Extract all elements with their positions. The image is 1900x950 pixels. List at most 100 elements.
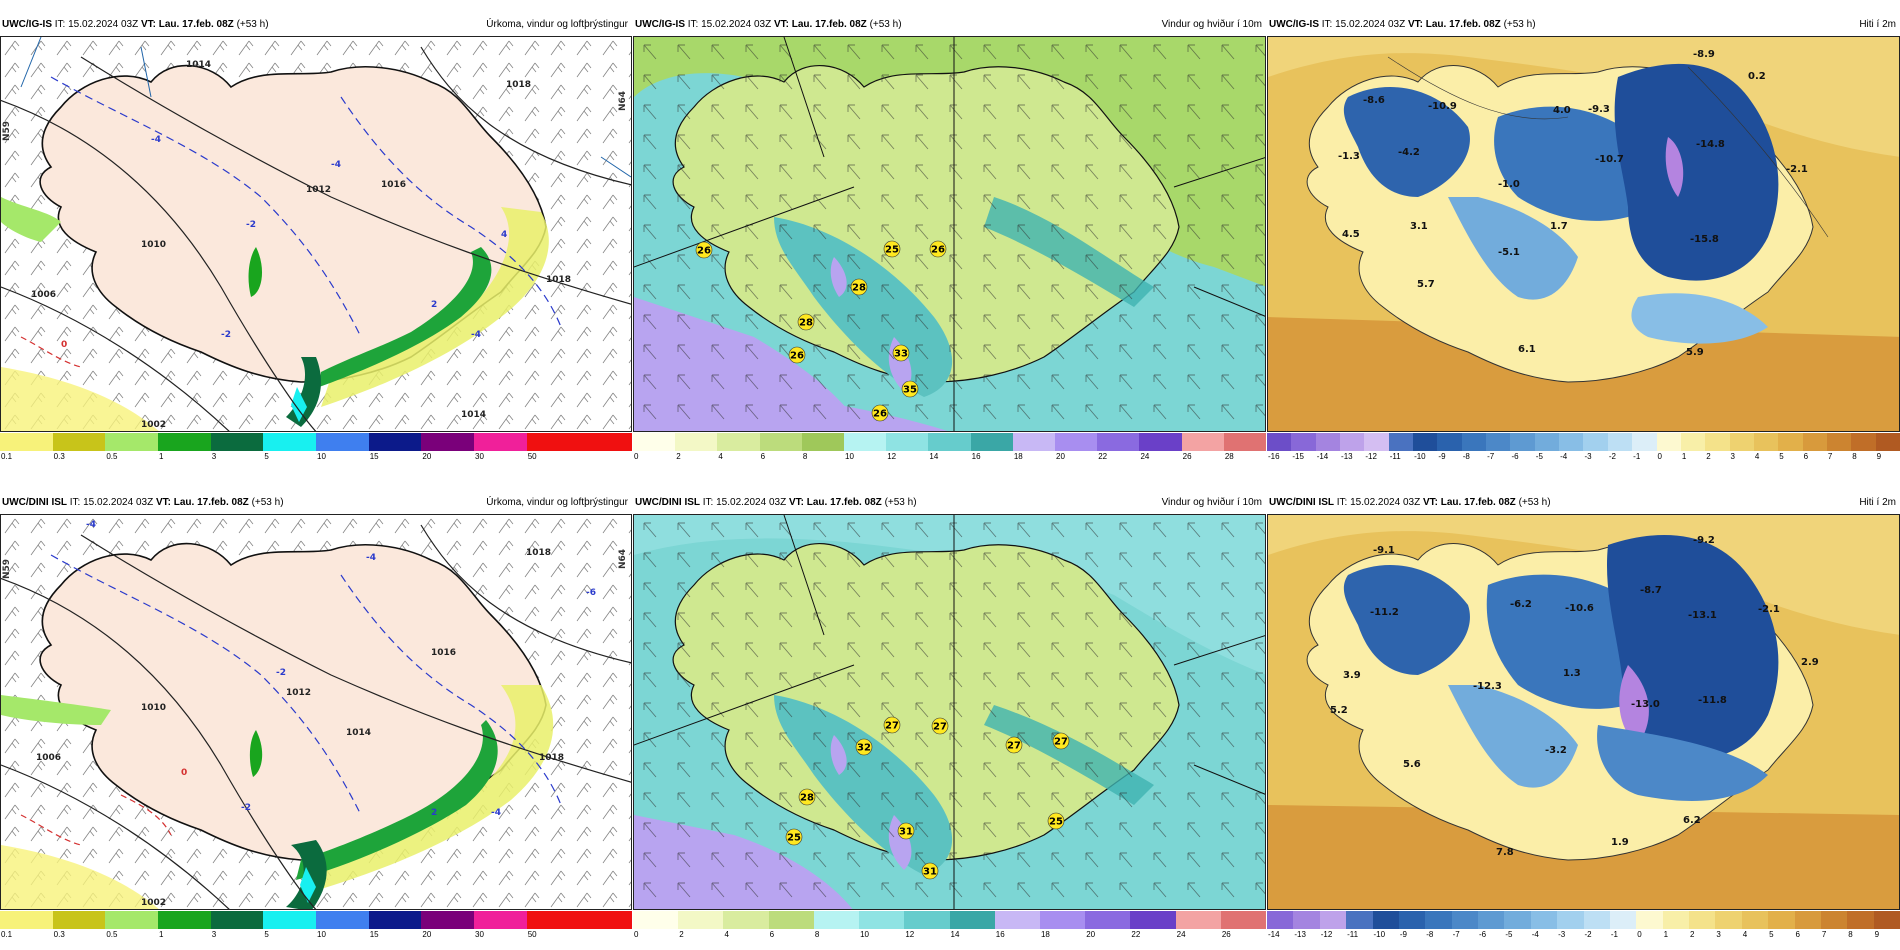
colorbar-swatch bbox=[158, 433, 211, 451]
colorbar-tick-label bbox=[579, 451, 632, 463]
temp-value: -3.2 bbox=[1545, 745, 1567, 756]
colorbar-tick-label: -8 bbox=[1462, 452, 1470, 461]
lead-time: (+53 h) bbox=[869, 19, 902, 30]
colorbar-swatch bbox=[1729, 433, 1754, 451]
colorbar-swatch bbox=[1413, 433, 1438, 451]
isobar-label: 1006 bbox=[36, 753, 61, 763]
colorbar-tick-label: -1 bbox=[1610, 930, 1618, 939]
colorbar-tick-label: 3 bbox=[211, 930, 217, 939]
colorbar-tick-label: 1 bbox=[1681, 452, 1687, 461]
panel-header: UWC/DINI ISL IT: 15.02.2024 03Z VT: Lau.… bbox=[1267, 492, 1900, 514]
colorbar-tick-label: 0 bbox=[1657, 452, 1662, 461]
colorbar-swatch bbox=[1607, 433, 1633, 451]
colorbar-tick-label: 22 bbox=[1131, 930, 1141, 939]
colorbar-tick-label: 50 bbox=[527, 452, 537, 461]
colorbar-swatch bbox=[1636, 911, 1663, 929]
colorbar-swatch bbox=[1826, 433, 1852, 451]
gust-value: 28 bbox=[852, 283, 866, 294]
temp-isoline-label: 2 bbox=[431, 300, 437, 310]
panel-header: UWC/DINI ISL IT: 15.02.2024 03Z VT: Lau.… bbox=[0, 492, 632, 514]
colorbar-tick-label: 0 bbox=[634, 452, 639, 461]
colorbar-ticks: -16 -15 -14 -13 -12 -11 -10 -9 -8 -7 -6 -5 -4 -3 -2 -1 0… bbox=[1267, 451, 1900, 463]
colorbar-tick-label: 20 bbox=[1056, 452, 1065, 461]
colorbar bbox=[1267, 911, 1900, 929]
colorbar-swatch bbox=[1372, 911, 1399, 929]
colorbar-swatch bbox=[1778, 433, 1803, 451]
precip-map[interactable]: 1018 1016 1010 1012 1006 1014 1018 1002 … bbox=[0, 514, 632, 910]
temp-isoline-label: 0 bbox=[61, 340, 67, 350]
temperature-map[interactable]: -8.9 0.2 -8.6 -10.9 4.0 -9.3 -1.3 -4.2 -… bbox=[1267, 36, 1900, 432]
colorbar-tick-label: -9 bbox=[1399, 930, 1407, 939]
panel-title: Hiti í 2m bbox=[1859, 19, 1896, 30]
colorbar-tick-label: -14 bbox=[1316, 452, 1329, 461]
temp-value: -10.7 bbox=[1595, 154, 1624, 165]
colorbar-swatch bbox=[1794, 911, 1821, 929]
colorbar-tick-label: 30 bbox=[475, 930, 484, 939]
temp-value: -1.0 bbox=[1498, 179, 1520, 190]
temp-value: 3.1 bbox=[1410, 221, 1428, 232]
colorbar-swatch bbox=[1530, 911, 1558, 929]
colorbar-swatch bbox=[1451, 911, 1478, 929]
colorbar-tick-label: 9 bbox=[1876, 452, 1882, 461]
colorbar-ticks: -14 -13 -12 -11 -10 -9 -8 -7 -6 -5 -4 -3 -2 -1 0 1 2 3 4 5 6… bbox=[1267, 929, 1900, 941]
gust-value: 31 bbox=[899, 827, 913, 838]
frame-latitude-label: N64 bbox=[618, 549, 628, 569]
colorbar-tick-label: 7 bbox=[1821, 930, 1827, 939]
colorbar-swatch bbox=[1715, 911, 1742, 929]
colorbar bbox=[633, 433, 1267, 451]
colorbar bbox=[0, 433, 633, 451]
isobar-label: 1006 bbox=[31, 290, 56, 300]
model-name: UWC/DINI ISL bbox=[1269, 497, 1334, 508]
precip-map[interactable]: 1014 1018 1010 1016 1006 1012 1014 1002 … bbox=[0, 36, 632, 432]
colorbar-tick-label: -7 bbox=[1487, 452, 1495, 461]
colorbar-swatch bbox=[1534, 433, 1560, 451]
temp-value: -2.1 bbox=[1758, 604, 1780, 615]
gust-value: 27 bbox=[933, 722, 947, 733]
colorbar-swatch bbox=[1130, 911, 1176, 929]
colorbar-tick-label: 4 bbox=[1742, 930, 1748, 939]
colorbar-swatch bbox=[1437, 433, 1462, 451]
colorbar-tick-label: 4 bbox=[1754, 452, 1760, 461]
temp-value: 0.2 bbox=[1748, 71, 1766, 82]
temp-value: -12.3 bbox=[1473, 681, 1502, 692]
temp-value: 1.7 bbox=[1550, 221, 1568, 232]
temp-value: -5.1 bbox=[1498, 247, 1520, 258]
colorbar-tick-label: -7 bbox=[1452, 930, 1460, 939]
colorbar-swatch bbox=[368, 433, 422, 451]
lead-time: (+53 h) bbox=[251, 497, 284, 508]
colorbar-tick-label: -6 bbox=[1479, 930, 1487, 939]
wind-map[interactable]: 32 27 27 27 27 28 25 31 25 31 bbox=[633, 514, 1266, 910]
colorbar-tick-label: -14 bbox=[1268, 930, 1280, 939]
temp-value: 5.2 bbox=[1330, 705, 1348, 716]
colorbar-tick-label: -8 bbox=[1426, 930, 1434, 939]
valid-time: Lau. 17.feb. 08Z bbox=[791, 19, 867, 30]
temp-value: 6.2 bbox=[1683, 815, 1701, 826]
isobar-label: 1012 bbox=[286, 688, 311, 698]
colorbar-tick-label: 10 bbox=[845, 452, 854, 461]
colorbar-tick-label: 2 bbox=[1706, 452, 1711, 461]
colorbar-tick-label: 10 bbox=[317, 452, 326, 461]
colorbar-swatch bbox=[1181, 433, 1224, 451]
temp-isoline-label: -4 bbox=[366, 553, 376, 563]
colorbar-tick-label: -3 bbox=[1558, 930, 1566, 939]
temperature-panel: UWC/DINI ISL IT: 15.02.2024 03Z VT: Lau.… bbox=[1267, 492, 1900, 942]
colorbar-swatch bbox=[675, 433, 718, 451]
colorbar-tick-label: 50 bbox=[527, 930, 537, 939]
wind-map[interactable]: 26 28 25 26 28 26 33 35 26 bbox=[633, 36, 1266, 432]
colorbar-tick-label: 8 bbox=[802, 452, 808, 461]
colorbar-swatch bbox=[1461, 433, 1487, 451]
colorbar-swatch bbox=[801, 433, 845, 451]
colorbar-tick-label: 0.5 bbox=[106, 930, 118, 939]
temp-value: 4.0 bbox=[1553, 105, 1571, 116]
colorbar-swatch bbox=[1583, 911, 1610, 929]
colorbar-tick-label: 18 bbox=[1013, 452, 1023, 461]
colorbar-tick-label: 26 bbox=[1221, 930, 1231, 939]
colorbar-tick-label: -11 bbox=[1389, 452, 1401, 461]
gust-value: 25 bbox=[787, 833, 801, 844]
colorbar-tick-label: -10 bbox=[1414, 452, 1426, 461]
temperature-map[interactable]: -9.2 -9.1 -6.2 -10.6 -8.7 -13.1 -2.1 -11… bbox=[1267, 514, 1900, 910]
temp-value: -11.8 bbox=[1698, 695, 1727, 706]
colorbar-tick-label: -10 bbox=[1373, 930, 1386, 939]
temp-value: 5.9 bbox=[1686, 347, 1704, 358]
temp-value: 1.3 bbox=[1563, 668, 1581, 679]
